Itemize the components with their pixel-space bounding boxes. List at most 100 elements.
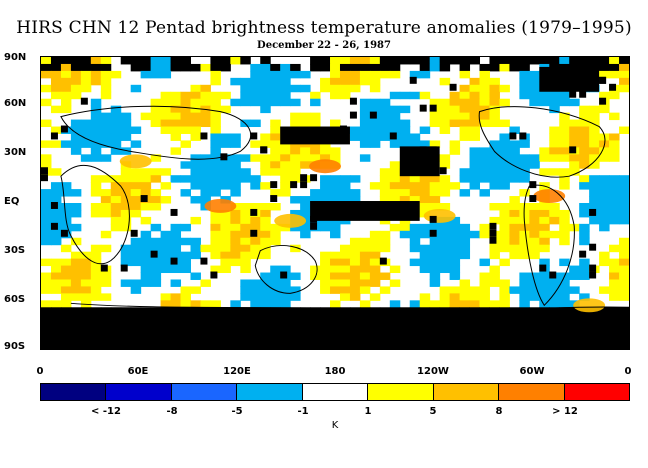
anomaly-cell [409,91,421,100]
anomaly-cell [429,175,441,183]
anomaly-cell [140,112,152,121]
anomaly-cell [120,216,132,225]
anomaly-cell [310,154,321,162]
anomaly-cell [509,57,520,65]
anomaly-cell [200,314,211,322]
anomaly-cell [519,63,530,72]
anomaly-cell [459,244,471,253]
colorbar-label: -1 [297,406,309,417]
anomaly-cell [80,251,92,260]
anomaly-cell [489,140,500,148]
anomaly-cell [489,119,500,128]
anomaly-cell [230,154,241,162]
anomaly-cell [210,126,221,134]
anomaly-cell [529,70,540,79]
anomaly-cell [90,182,102,190]
missing-data-cell [120,264,128,272]
anomaly-cell [509,314,520,322]
anomaly-cell [469,133,481,141]
anomaly-cell [399,133,411,141]
anomaly-cell [180,119,191,128]
anomaly-cell [130,342,142,349]
anomaly-cell [369,279,381,287]
anomaly-cell [330,286,341,294]
anomaly-cell [609,209,620,218]
anomaly-cell [290,286,301,294]
anomaly-cell [100,244,112,253]
anomaly-cell [300,209,311,218]
anomaly-cell [290,209,301,218]
anomaly-cell [609,307,620,315]
anomaly-cell [330,63,341,72]
anomaly-cell [579,230,590,239]
anomaly-cell [389,112,401,121]
anomaly-cell [170,98,182,107]
anomaly-cell [539,237,550,246]
anomaly-cell [80,258,92,267]
missing-data-cell [539,264,547,272]
anomaly-cell [529,244,540,253]
anomaly-cell [200,244,211,253]
anomaly-cell [449,286,461,294]
anomaly-cell [120,342,132,349]
anomaly-cell [250,293,261,301]
anomaly-cell [160,70,172,79]
colorbar-swatch [433,384,500,400]
anomaly-cell [190,133,201,141]
anomaly-cell [479,223,490,232]
anomaly-cell [589,140,600,148]
anomaly-cell [110,112,122,121]
anomaly-cell [379,335,391,343]
anomaly-cell [619,244,629,253]
anomaly-cell [120,314,132,322]
colorbar-label: > 12 [552,406,578,417]
anomaly-cell [210,209,221,218]
anomaly-cell [270,119,281,128]
anomaly-cell [349,133,361,141]
anomaly-cell [270,84,281,93]
anomaly-cell [509,203,520,211]
anomaly-cell [160,300,172,308]
anomaly-cell [190,286,201,294]
anomaly-cell [180,258,191,267]
anomaly-cell [280,161,291,169]
anomaly-cell [320,258,331,267]
anomaly-cell [559,314,570,322]
anomaly-cell [190,216,201,225]
anomaly-cell [529,335,540,343]
anomaly-cell [409,321,421,329]
missing-data-cell [519,132,527,140]
anomaly-cell [609,286,620,294]
anomaly-cell [300,147,311,155]
anomaly-cell [50,57,62,65]
anomaly-cell [419,328,431,336]
anomaly-cell [449,98,461,107]
anomaly-cell [170,63,182,72]
anomaly-cell [489,300,500,308]
anomaly-cell [509,168,520,176]
anomaly-cell [339,265,351,274]
anomaly-cell [369,77,381,86]
colorbar-swatch [41,384,107,400]
anomaly-cell [210,300,221,308]
anomaly-cell [439,105,451,114]
anomaly-cell [210,265,221,274]
anomaly-cell [499,293,510,301]
anomaly-cell [479,321,490,329]
anomaly-cell [369,70,381,79]
anomaly-cell [130,175,142,183]
anomaly-cell [170,293,182,301]
anomaly-cell [509,175,520,183]
anomaly-cell [609,63,620,72]
anomaly-cell [519,272,530,280]
anomaly-cell [409,307,421,315]
anomaly-cell [449,119,461,128]
colorbar-swatch [564,384,629,400]
anomaly-cell [499,321,510,329]
anomaly-cell [250,70,261,79]
anomaly-cell [399,175,411,183]
anomaly-cell [70,272,82,280]
anomaly-cell [90,140,102,148]
anomaly-cell [409,140,421,148]
anomaly-cell [320,189,331,197]
